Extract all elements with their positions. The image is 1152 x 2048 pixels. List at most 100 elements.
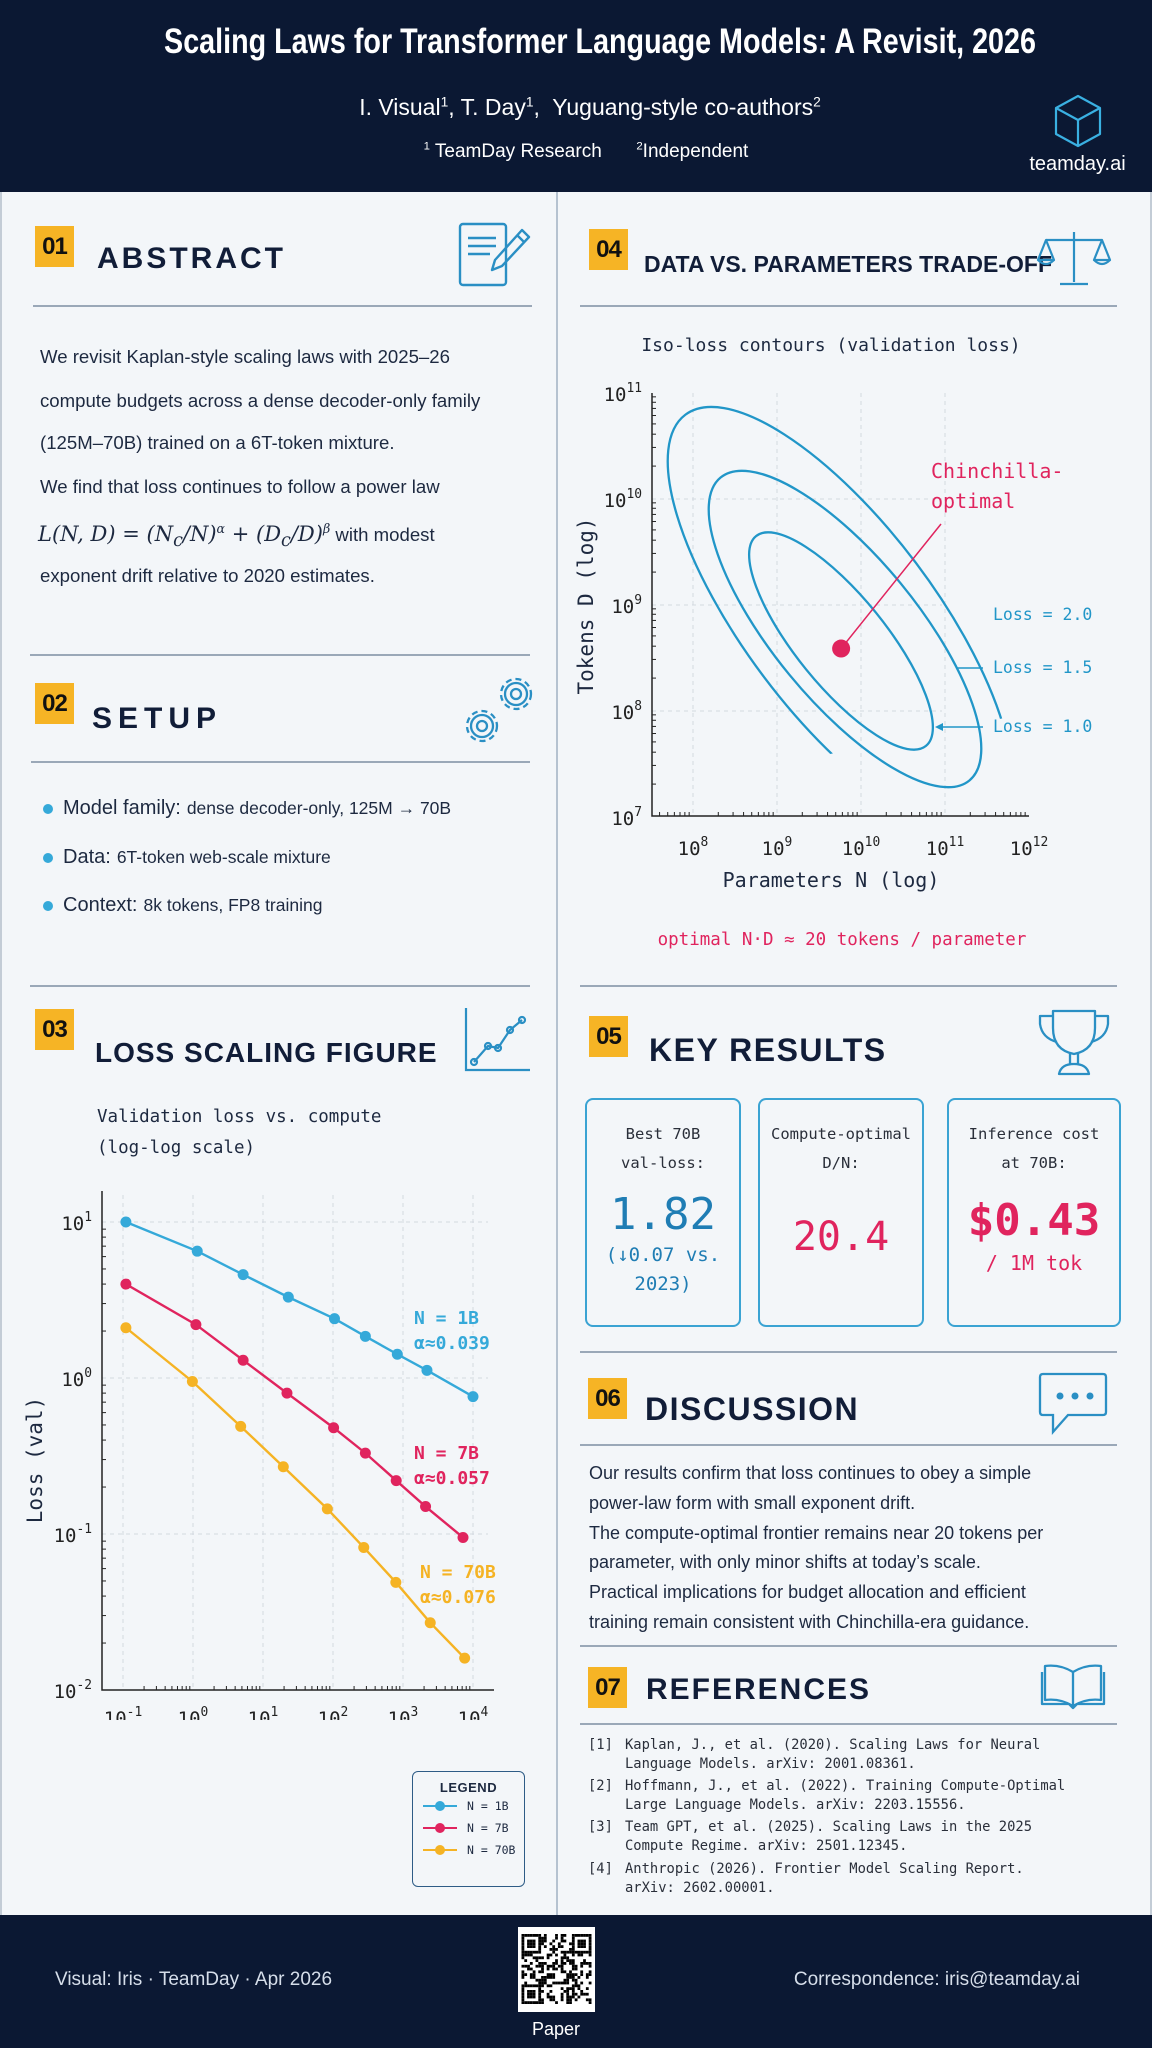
qr-module: [529, 1995, 533, 1999]
qr-module: [560, 1970, 564, 1974]
reference-item[interactable]: [4] Anthropic (2026). Frontier Model Scal…: [588, 1861, 1024, 1896]
qr-module: [571, 1934, 575, 1937]
footer-banner: Visual: Iris · TeamDay · Apr 2026 Paper …: [0, 1915, 1152, 2048]
qr-module: [560, 1936, 564, 1940]
qr-module: [529, 1990, 533, 1993]
qr-module: [521, 1956, 525, 1960]
header-banner: Scaling Laws for Transformer Language Mo…: [0, 0, 1152, 192]
reference-item[interactable]: [2] Hoffmann, J., et al. (2022). Training…: [588, 1778, 1066, 1813]
qr-module: [521, 1973, 525, 1976]
qr-module: [541, 1998, 544, 2002]
qr-module: [577, 1984, 581, 1988]
discussion-line: Practical implications for budget alloca…: [589, 1582, 1026, 1602]
y-tick-label: 1011: [604, 381, 642, 406]
footer-correspondence[interactable]: Correspondence: iris@teamday.ai: [793, 1969, 1080, 1990]
reference-item[interactable]: [3] Team GPT, et al. (2025). Scaling Laws…: [588, 1819, 1033, 1854]
qr-module: [521, 1936, 525, 1940]
qr-module: [557, 1942, 561, 1946]
qr-module: [524, 1964, 528, 1968]
qr-module: [529, 1945, 533, 1948]
qr-module: [563, 1990, 567, 1993]
qr-module: [560, 1964, 564, 1968]
qr-module: [552, 1948, 556, 1951]
qr-module: [571, 1973, 575, 1976]
data-point: [421, 1364, 433, 1376]
qr-module: [546, 1953, 550, 1957]
qr-module: [588, 1981, 592, 1985]
qr-module: [583, 1942, 586, 1946]
section-divider: [580, 1444, 1117, 1446]
qr-module: [563, 1978, 567, 1982]
section-number-badge: 06: [588, 1378, 627, 1419]
reference-item[interactable]: [1] Kaplan, J., et al. (2020). Scaling La…: [588, 1737, 1041, 1772]
qr-module: [521, 1950, 525, 1954]
qr-module: [555, 1959, 558, 1962]
qr-module: [588, 1939, 592, 1943]
qr-module: [535, 1956, 539, 1960]
qr-module: [580, 1962, 584, 1965]
qr-module: [524, 1934, 528, 1937]
qr-module: [580, 1939, 584, 1943]
setup-item-model-family: Model family: dense decoder-only, 125M → …: [43, 796, 451, 820]
qr-module: [549, 1995, 553, 1999]
qr-module: [541, 1967, 544, 1971]
bullet-icon: [43, 901, 53, 912]
section-title-discussion: DISCUSSION: [645, 1391, 860, 1427]
qr-module: [583, 1950, 586, 1954]
qr-module: [566, 1981, 570, 1985]
qr-module: [566, 1995, 570, 1999]
qr-module: [577, 1995, 581, 1999]
qr-module: [566, 1950, 570, 1954]
qr-module: [538, 1936, 542, 1940]
discussion-line: Our results confirm that loss continues …: [589, 1463, 1032, 1483]
section-divider: [30, 985, 530, 987]
legend-swatch: [423, 1821, 457, 1835]
qr-module: [588, 1964, 592, 1968]
qr-module: [574, 1967, 578, 1971]
qr-module: [560, 1992, 564, 1996]
optimal-point-label: optimal: [931, 489, 1015, 513]
section-title-loss-figure: LOSS SCALING FIGURE: [95, 1037, 438, 1068]
logo-text[interactable]: teamday.ai: [1029, 153, 1126, 175]
legend-title: LEGEND: [439, 1780, 498, 1795]
qr-module: [538, 1981, 542, 1985]
qr-module: [571, 1984, 575, 1988]
abstract-formula-line: L(N, D) = (Nc/N)α + (Dc/D)β with modest: [38, 521, 435, 552]
qr-module: [543, 1962, 547, 1965]
qr-code[interactable]: [518, 1927, 595, 2012]
qr-module: [527, 1945, 530, 1948]
qr-module: [521, 1976, 525, 1979]
qr-module: [574, 1981, 578, 1985]
qr-module: [577, 1939, 581, 1943]
discussion-line: The compute-optimal frontier remains nea…: [589, 1523, 1044, 1543]
qr-module: [524, 1984, 528, 1988]
qr-module: [532, 1950, 536, 1954]
section-number-badge: 03: [35, 1009, 74, 1050]
section-title-references: REFERENCES: [646, 1673, 872, 1706]
qr-module: [555, 1967, 558, 1971]
qr-module: [569, 1950, 572, 1954]
qr-module: [541, 1978, 544, 1982]
legend-entry: N = 1B: [423, 1795, 524, 1817]
qr-module: [535, 1934, 539, 1937]
qr-module: [532, 1939, 536, 1943]
qr-module: [524, 1981, 528, 1985]
qr-module: [532, 1973, 536, 1976]
qr-module: [560, 1950, 564, 1954]
loss-scaling-chart: Validation loss vs. compute (log-log scal…: [23, 1107, 496, 1720]
y-tick-label: 1010: [604, 487, 642, 512]
qr-module: [571, 1942, 575, 1946]
data-point: [321, 1503, 333, 1515]
right-edge: [1150, 192, 1152, 1915]
qr-module: [532, 1970, 536, 1974]
qr-module: [571, 1959, 575, 1962]
qr-module: [583, 1962, 586, 1965]
qr-module: [588, 2001, 592, 2004]
qr-module: [549, 1984, 553, 1988]
qr-module: [585, 1992, 589, 1996]
line-chart-icon: [464, 1008, 530, 1072]
data-point: [459, 1652, 471, 1664]
qr-module: [563, 1934, 567, 1937]
qr-module: [552, 1981, 556, 1985]
qr-module: [552, 1967, 556, 1971]
